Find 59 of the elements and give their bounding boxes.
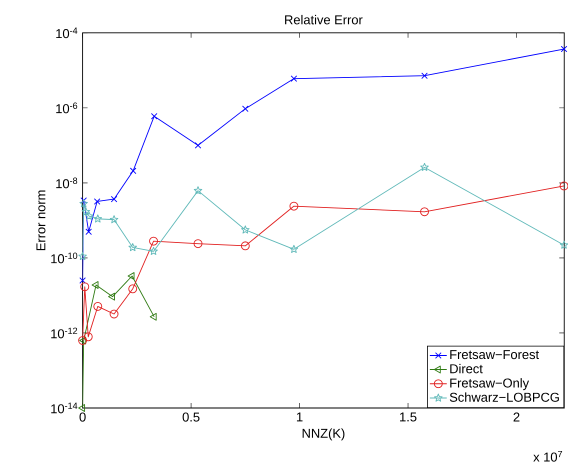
point bbox=[194, 142, 202, 149]
y-tick-label: 10$^{-8}$ bbox=[56, 178, 78, 188]
point bbox=[80, 282, 90, 292]
x-axis-title: NNZ(K) bbox=[302, 428, 344, 441]
y-tick-label: 10$^{-6}$ bbox=[56, 102, 78, 114]
point bbox=[149, 247, 158, 256]
x-tick-label: 2 bbox=[514, 412, 520, 422]
point bbox=[84, 212, 94, 220]
legend-label: Schwarz−LOBPCG bbox=[450, 392, 559, 402]
point bbox=[128, 243, 137, 252]
point bbox=[290, 76, 298, 82]
point bbox=[108, 292, 115, 301]
point bbox=[84, 332, 93, 342]
point bbox=[110, 196, 118, 203]
point bbox=[110, 215, 118, 224]
point bbox=[82, 208, 90, 216]
point bbox=[78, 404, 86, 412]
y-axis-title: Error norm bbox=[36, 190, 46, 250]
point bbox=[94, 198, 100, 205]
point bbox=[420, 163, 429, 172]
x-tick-label: 1 bbox=[296, 412, 303, 422]
point bbox=[421, 72, 428, 80]
point bbox=[78, 252, 87, 260]
y-tick-label: 10$^{-12}$ bbox=[51, 328, 78, 338]
point bbox=[149, 236, 158, 246]
x-tick-label: 0 bbox=[80, 412, 86, 422]
chart-title: Relative Error bbox=[285, 15, 363, 25]
legend-label: Fretsaw−Only bbox=[450, 378, 530, 390]
point bbox=[79, 277, 86, 284]
point bbox=[241, 226, 250, 234]
y-tick-label: 10$^{-14}$ bbox=[51, 402, 78, 414]
point bbox=[128, 284, 138, 294]
point bbox=[79, 199, 88, 208]
point bbox=[150, 113, 158, 120]
point bbox=[242, 106, 249, 112]
point bbox=[80, 197, 87, 204]
point bbox=[92, 281, 98, 290]
point bbox=[560, 240, 568, 249]
text: x 10$^{7}$ bbox=[533, 451, 562, 462]
point bbox=[194, 186, 202, 195]
point bbox=[85, 228, 92, 236]
legend-label: Fretsaw−Forest bbox=[450, 350, 539, 360]
x-tick-label: 1.5 bbox=[400, 412, 416, 422]
x-tick-label: 0.5 bbox=[182, 412, 200, 422]
legend-label: Direct bbox=[450, 364, 483, 374]
point bbox=[289, 202, 298, 211]
point bbox=[560, 46, 568, 52]
point bbox=[94, 214, 102, 223]
point bbox=[420, 208, 429, 216]
point bbox=[128, 272, 134, 280]
y-tick-label: 10$^{-4}$ bbox=[56, 28, 78, 38]
point bbox=[194, 239, 202, 248]
point bbox=[93, 302, 102, 311]
point bbox=[240, 242, 250, 250]
point bbox=[130, 168, 136, 174]
y-tick-label: 10$^{-10}$ bbox=[51, 252, 78, 264]
point bbox=[110, 310, 118, 319]
point bbox=[290, 245, 298, 254]
point bbox=[150, 313, 157, 321]
